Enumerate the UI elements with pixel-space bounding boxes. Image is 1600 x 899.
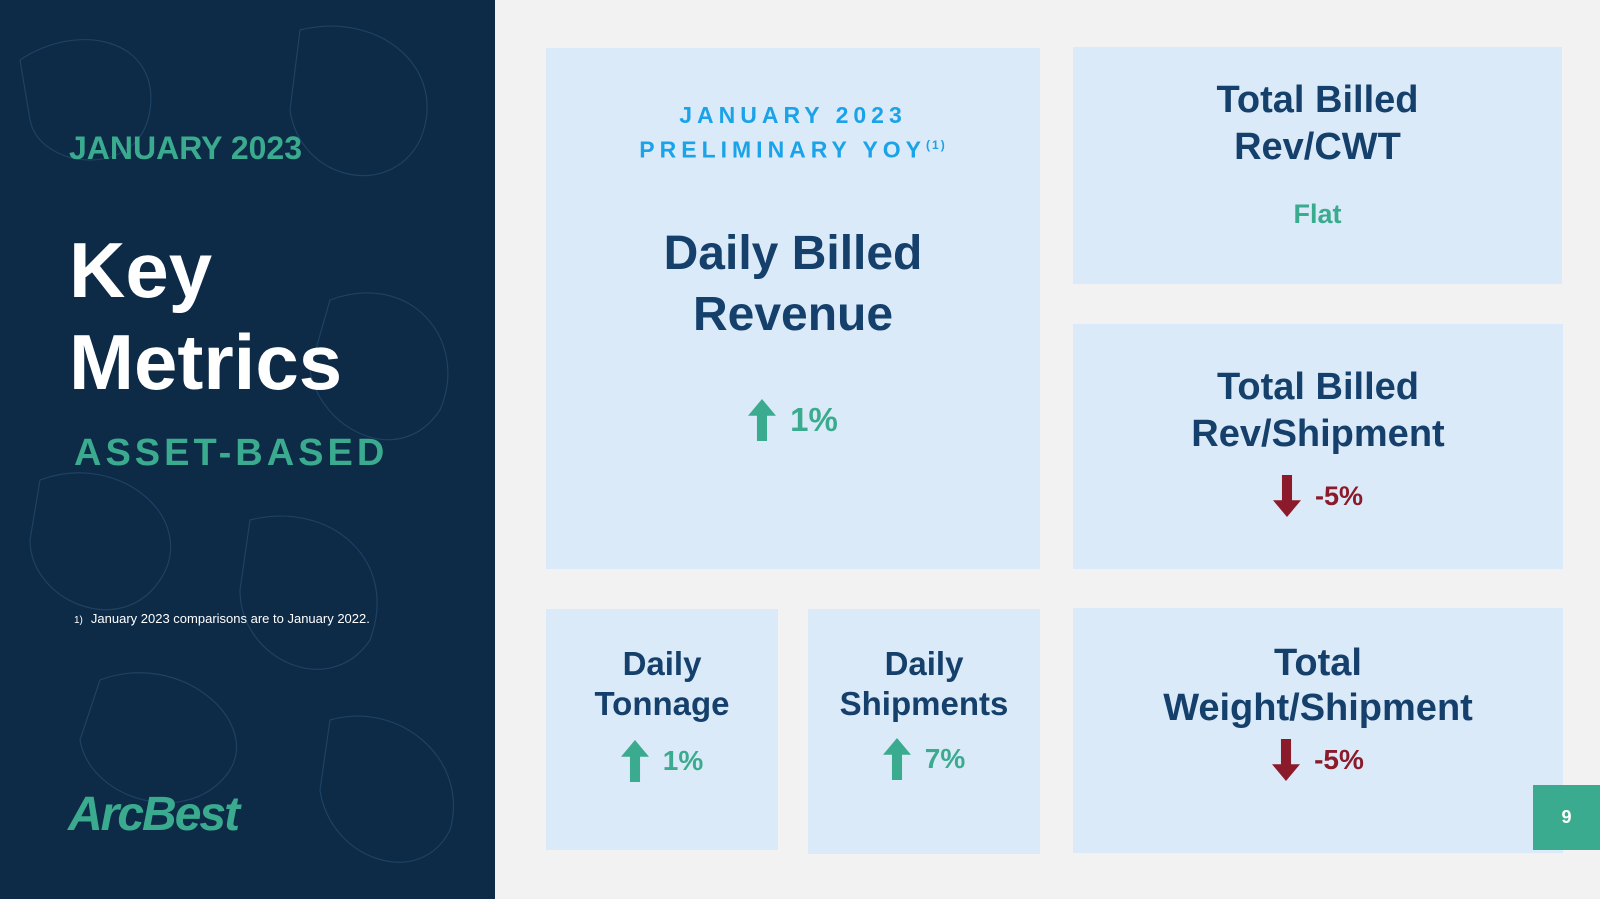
metric-label: Daily Shipments xyxy=(808,644,1040,724)
metric-change-row: -5% xyxy=(1073,474,1563,518)
slide-title: Key Metrics xyxy=(69,224,342,408)
sidebar: JANUARY 2023 Key Metrics ASSET-BASED 1) J… xyxy=(0,0,495,899)
arrow-up xyxy=(620,740,649,782)
metric-label: Daily Billed Revenue xyxy=(546,223,1040,345)
arrow-down xyxy=(1272,739,1301,781)
metric-change: 1% xyxy=(790,401,838,438)
arrow-down xyxy=(1272,475,1301,517)
label-line: Rev/Shipment xyxy=(1191,413,1445,455)
metric-label: Total Billed Rev/Shipment xyxy=(1073,364,1563,458)
metric-card: Daily Tonnage 1% xyxy=(546,609,778,850)
label-line: Total Billed xyxy=(1216,79,1419,121)
metric-change: -5% xyxy=(1314,480,1363,511)
subtitle: ASSET-BASED xyxy=(74,432,389,474)
metric-card: Total Weight/Shipment -5% xyxy=(1073,608,1563,853)
label-line: Tonnage xyxy=(594,685,730,722)
metric-change-row: 1% xyxy=(546,739,778,783)
header-line: JANUARY 2023 xyxy=(679,102,907,128)
arrow-shape xyxy=(1272,739,1301,781)
footnote: 1) January 2023 comparisons are to Januar… xyxy=(74,611,370,626)
arrow-up xyxy=(748,399,777,441)
metric-change: 7% xyxy=(924,743,966,774)
arrow-shape xyxy=(882,738,911,780)
label-line: Total Billed xyxy=(1217,366,1419,408)
arrow-up xyxy=(882,738,911,780)
topo-pattern xyxy=(19,25,455,863)
metric-card: Daily Shipments 7% xyxy=(808,609,1040,854)
metric-card: JANUARY 2023 PRELIMINARY YOY(1) Daily Bi… xyxy=(546,48,1040,569)
metric-change-row: Flat xyxy=(1073,192,1562,236)
label-line: Shipments xyxy=(839,685,1009,722)
header-text: PRELIMINARY YOY xyxy=(639,136,927,163)
header-line: PRELIMINARY YOY(1) xyxy=(546,130,1040,165)
metric-card: Total Billed Rev/Shipment -5% xyxy=(1073,324,1563,569)
label-line: Weight/Shipment xyxy=(1163,687,1473,729)
label-line: Daily Billed xyxy=(663,227,923,280)
footnote-text: January 2023 comparisons are to January … xyxy=(90,611,370,626)
label-line: Total xyxy=(1274,642,1362,684)
logo: ArcBest xyxy=(68,788,240,841)
metric-change: Flat xyxy=(1293,198,1342,229)
label-line: Revenue xyxy=(692,288,894,341)
title-line: Metrics xyxy=(69,318,343,406)
arrow-shape xyxy=(748,399,777,441)
arrow-shape xyxy=(620,740,649,782)
metric-card: Total Billed Rev/CWT Flat xyxy=(1073,47,1562,284)
label-line: Rev/CWT xyxy=(1234,126,1401,168)
sidebar-date: JANUARY 2023 xyxy=(69,130,302,166)
metric-label: Daily Tonnage xyxy=(546,644,778,724)
header-superscript: (1) xyxy=(926,138,947,152)
card-header: JANUARY 2023 PRELIMINARY YOY(1) xyxy=(546,100,1040,165)
arrow-shape xyxy=(1272,475,1301,517)
metric-change-row: -5% xyxy=(1073,738,1563,782)
label-line: Daily xyxy=(622,645,702,682)
metric-label: Total Billed Rev/CWT xyxy=(1073,77,1562,171)
label-line: Daily xyxy=(884,645,964,682)
metric-change: 1% xyxy=(662,745,704,776)
page-number: 9 xyxy=(1533,785,1600,850)
title-line: Key xyxy=(69,226,213,314)
metric-change-row: 7% xyxy=(808,737,1040,781)
metric-change: -5% xyxy=(1314,744,1364,775)
metric-change-row: 1% xyxy=(546,398,1040,442)
metric-label: Total Weight/Shipment xyxy=(1073,641,1563,731)
footnote-marker: 1) xyxy=(74,615,83,626)
